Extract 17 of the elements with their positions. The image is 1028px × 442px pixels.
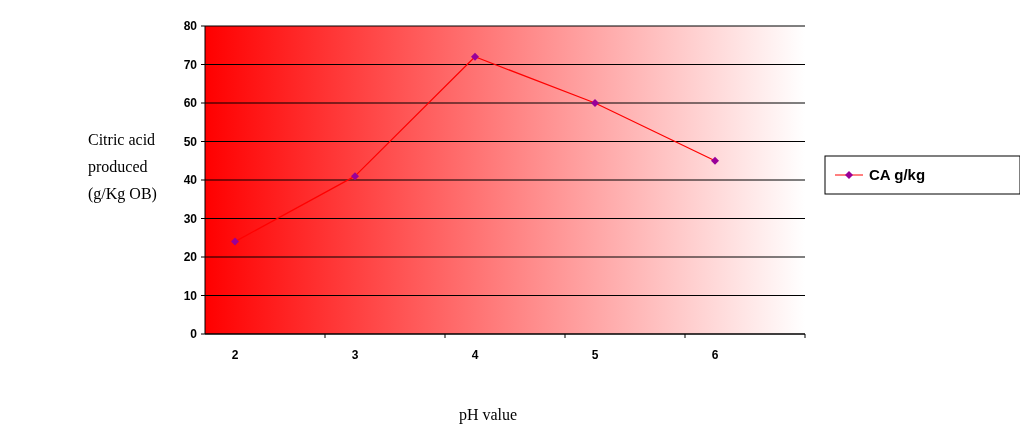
x-tick-label: 3	[351, 348, 359, 362]
y-tick-label: 20	[183, 250, 198, 265]
y-tick-label: 10	[183, 288, 198, 303]
y-axis-title: Citric acid produced (g/Kg OB)	[88, 131, 157, 203]
x-tick-label: 4	[471, 348, 479, 362]
x-tick-label: 6	[711, 348, 719, 362]
y-tick-label: 50	[183, 134, 198, 149]
x-tick-label: 5	[591, 348, 599, 362]
y-tick-label: 80	[183, 19, 198, 34]
y-tick-label: 60	[183, 96, 198, 111]
y-tick-label: 30	[183, 211, 198, 226]
legend-label: CA g/kg	[869, 166, 926, 184]
y-tick-label: 70	[183, 57, 198, 72]
y-tick-label: 0	[190, 327, 198, 342]
x-axis-title: pH value	[458, 406, 518, 424]
x-tick-label: 2	[231, 348, 239, 362]
y-tick-label: 40	[183, 173, 198, 188]
